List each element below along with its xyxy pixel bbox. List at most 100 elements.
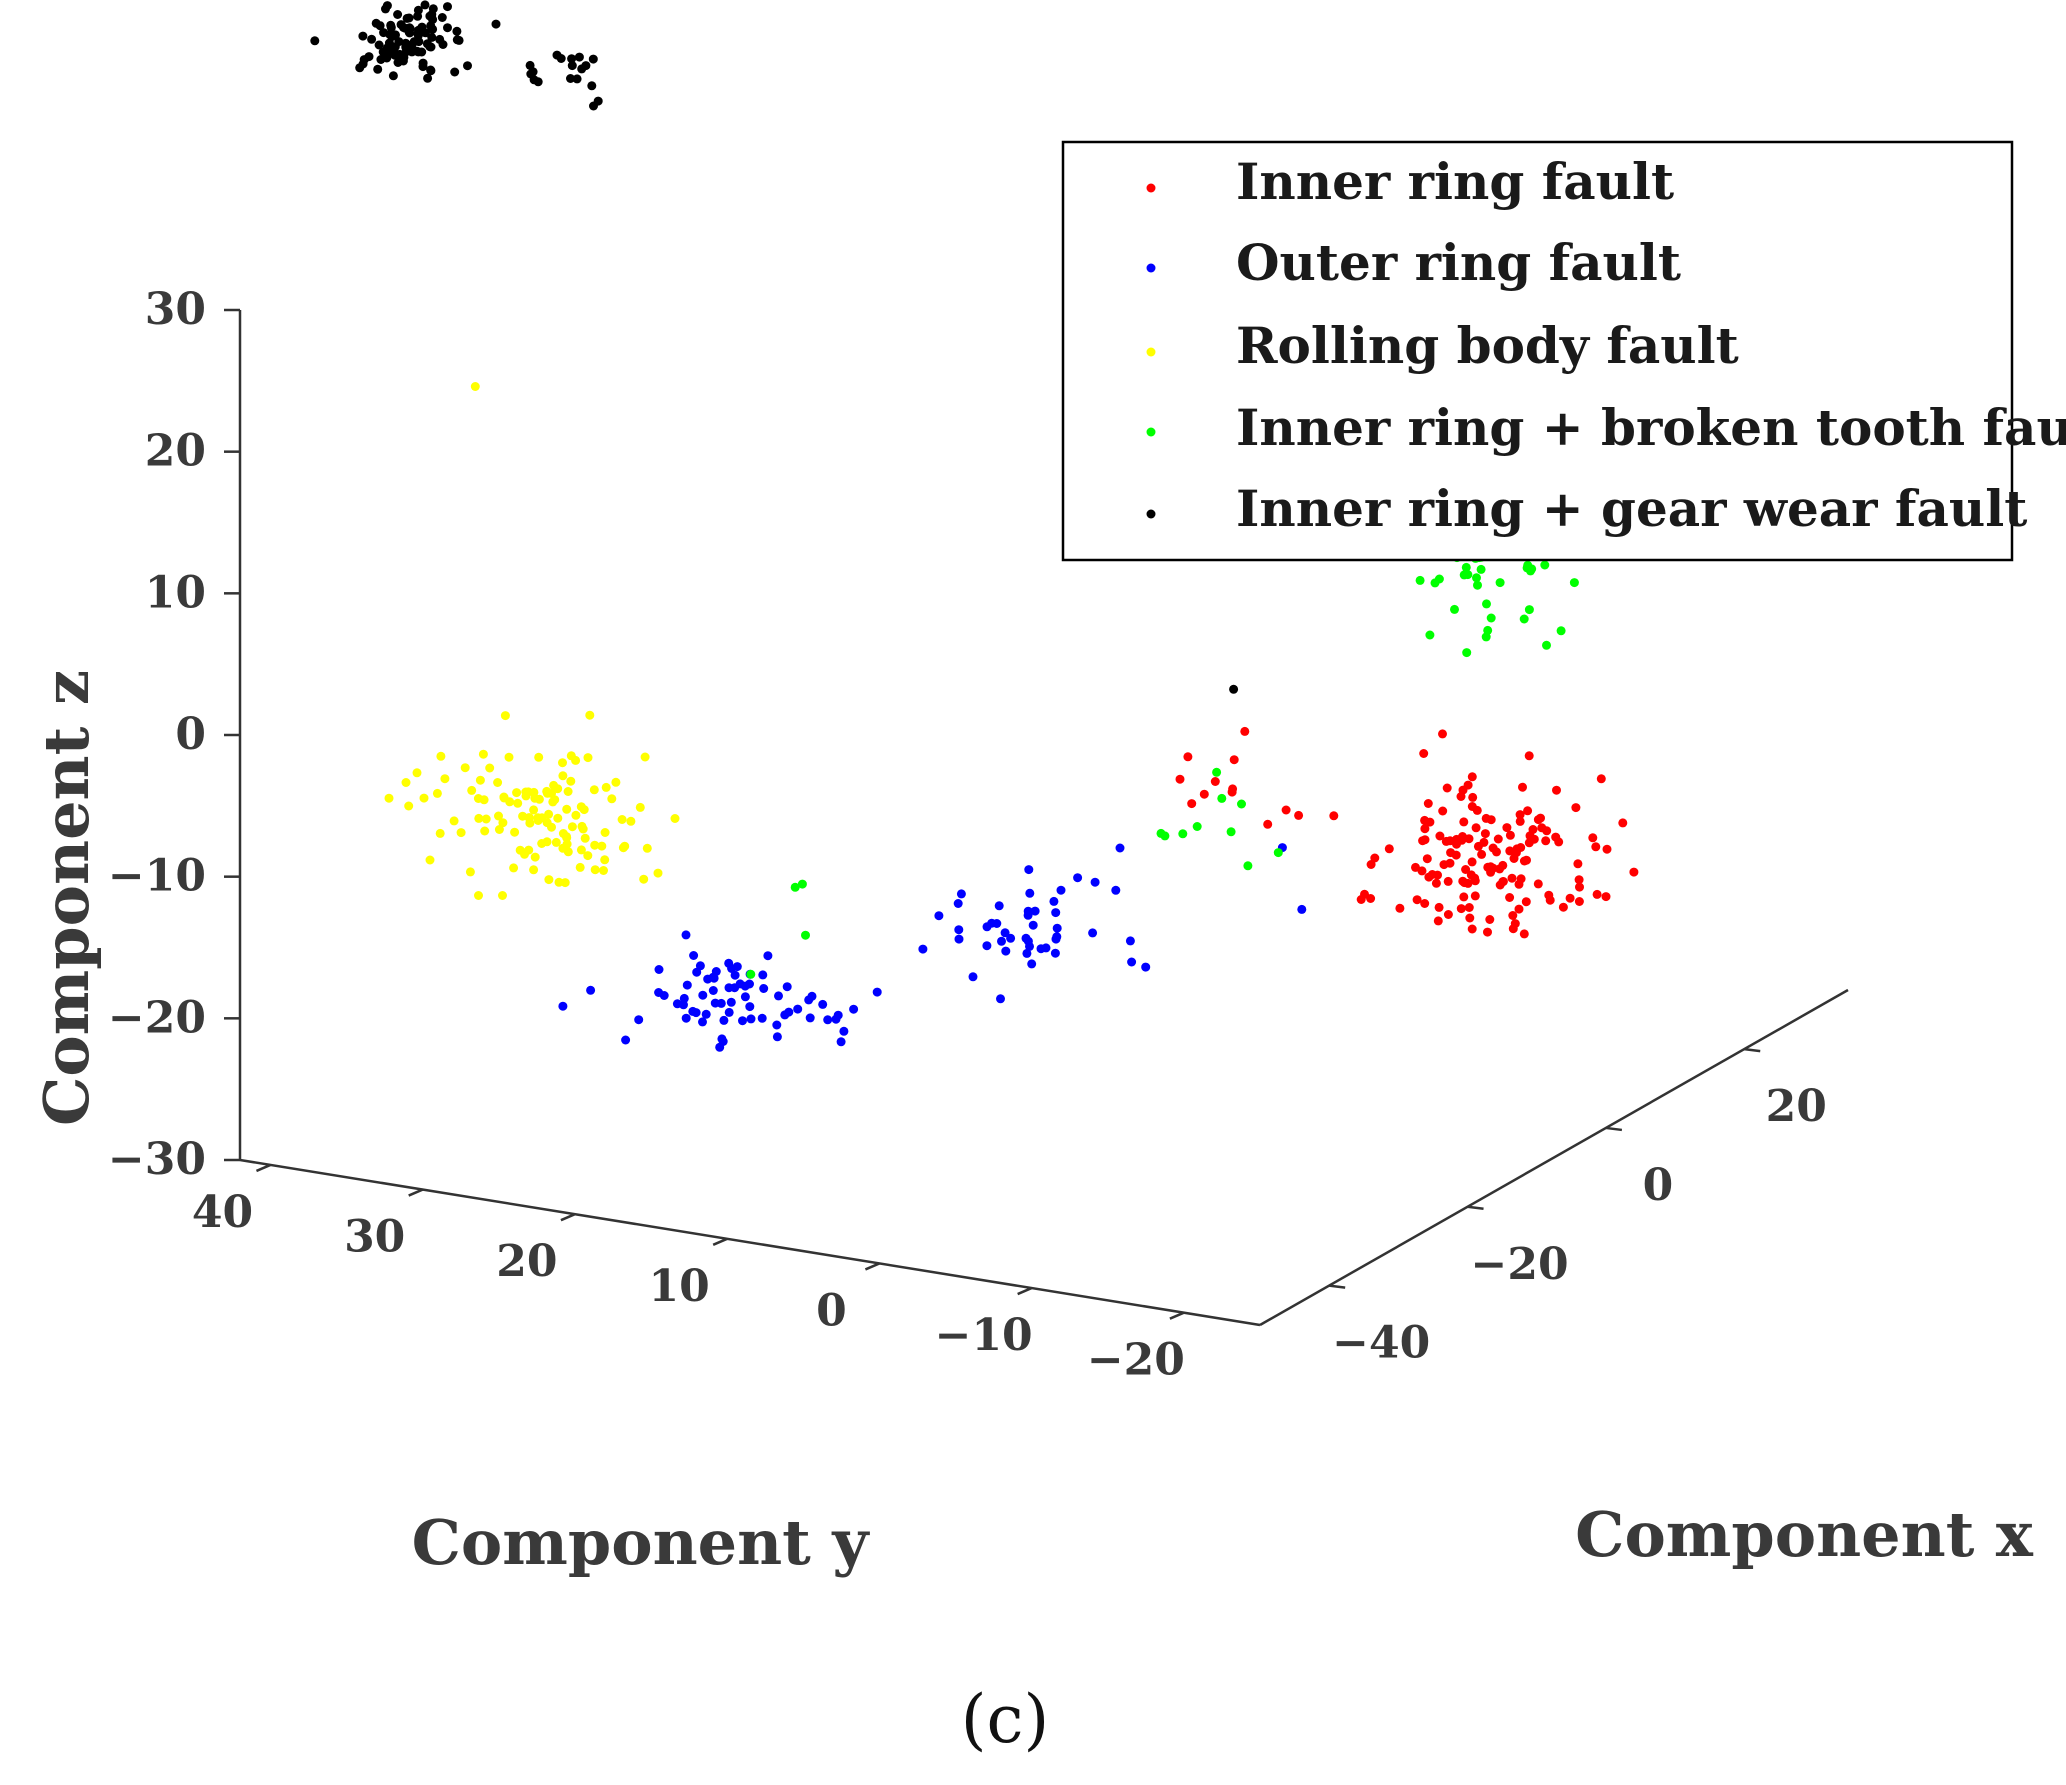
data-point (562, 804, 572, 814)
data-point (1433, 916, 1443, 926)
data-point (1425, 630, 1435, 640)
y-tick (408, 1188, 424, 1197)
data-point (460, 763, 470, 773)
data-point (1022, 948, 1032, 958)
data-point (1508, 911, 1518, 920)
data-point (575, 862, 585, 872)
data-point (1141, 962, 1151, 972)
data-point (1294, 810, 1304, 820)
data-point (1523, 560, 1533, 570)
data-point (621, 1035, 631, 1045)
data-point (1115, 843, 1125, 853)
data-point (1514, 904, 1524, 914)
data-point (691, 1008, 701, 1018)
data-point (601, 782, 611, 792)
data-point (1395, 903, 1405, 913)
data-point (653, 868, 663, 878)
data-point (954, 925, 964, 935)
data-point (1464, 903, 1474, 912)
data-point (1502, 823, 1512, 833)
data-point (918, 944, 928, 954)
data-point (1467, 772, 1477, 782)
data-point (745, 1002, 755, 1012)
data-point (512, 788, 522, 798)
data-point (1465, 913, 1475, 923)
data-point (1459, 817, 1469, 827)
data-point (1515, 816, 1525, 826)
data-point (836, 1037, 846, 1047)
legend-label: Inner ring + gear wear fault (1236, 479, 2027, 538)
y-tick (1169, 1311, 1185, 1320)
data-point (1006, 933, 1016, 943)
data-point (1512, 844, 1522, 854)
data-point (567, 54, 577, 64)
data-point (413, 11, 423, 21)
data-point (1178, 829, 1188, 839)
x-tick (1744, 1047, 1761, 1053)
z-tick-label: −30 (108, 1134, 206, 1185)
data-point (1470, 873, 1480, 883)
data-point (548, 797, 558, 807)
data-point (956, 889, 966, 899)
data-point (1459, 878, 1469, 888)
data-point (1028, 920, 1038, 930)
data-point (1505, 893, 1515, 902)
data-point (367, 34, 377, 44)
y-tick-label: 40 (192, 1187, 253, 1238)
data-point (738, 1016, 747, 1026)
x-tick-label: −40 (1332, 1318, 1430, 1369)
data-point (1552, 785, 1561, 795)
x-tick (1605, 1126, 1623, 1132)
data-point (1592, 889, 1602, 899)
data-point (1521, 897, 1531, 907)
data-point (1000, 928, 1010, 938)
data-point (463, 61, 472, 71)
data-point (500, 711, 510, 721)
data-point (394, 37, 404, 47)
data-point (718, 1037, 728, 1046)
data-point (1090, 877, 1100, 887)
legend-entry-rolling-body: Rolling body fault (1146, 316, 1739, 375)
data-point (1571, 803, 1581, 813)
data-point (470, 382, 480, 391)
data-point (585, 710, 595, 720)
data-point (376, 55, 386, 64)
data-point (682, 980, 692, 990)
data-point (599, 866, 608, 875)
z-tick-label: 20 (145, 426, 206, 477)
data-point (513, 798, 523, 808)
data-point (509, 863, 519, 873)
y-tick-label: 0 (816, 1285, 847, 1336)
data-point (587, 81, 597, 91)
data-point (499, 792, 509, 802)
data-point (1518, 782, 1527, 792)
data-point (1056, 885, 1066, 895)
data-point (583, 851, 593, 861)
data-point (1462, 648, 1472, 658)
data-point (1468, 792, 1478, 802)
panel-label: (c) (961, 1681, 1049, 1758)
data-point (1263, 819, 1273, 829)
data-point (1281, 805, 1291, 815)
data-point (1435, 831, 1445, 841)
data-point (654, 965, 664, 974)
data-point (600, 828, 610, 837)
data-point (443, 23, 452, 33)
data-point (1443, 876, 1453, 886)
x-tick (1329, 1284, 1346, 1289)
data-point (1565, 893, 1575, 903)
data-point (823, 1015, 833, 1025)
data-point (530, 852, 540, 862)
data-point (968, 972, 978, 982)
series-0 (1175, 726, 1639, 939)
data-point (1591, 842, 1601, 852)
data-point (381, 4, 390, 14)
y-tick-label: −20 (1087, 1335, 1185, 1386)
legend-label: Outer ring fault (1236, 233, 1681, 292)
data-point (679, 1000, 688, 1010)
series-1 (558, 843, 1307, 1052)
data-point (590, 865, 600, 875)
legend-marker-rolling-body (1146, 347, 1156, 357)
x-tick-label: 20 (1766, 1081, 1827, 1132)
